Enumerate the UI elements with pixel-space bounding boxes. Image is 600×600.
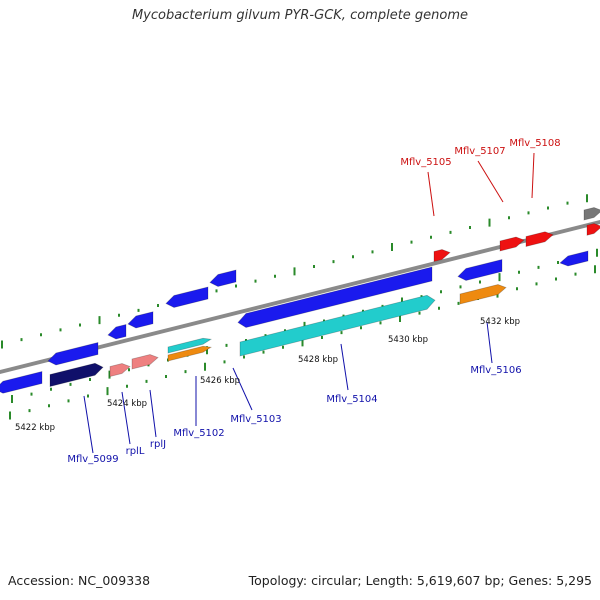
leader-line — [427, 171, 435, 217]
gene-label: Mflv_5104 — [326, 394, 377, 405]
gene-label: Mflv_5107 — [454, 146, 505, 157]
cyan-feature — [167, 337, 213, 354]
cds-arrow — [107, 323, 127, 340]
rna-feature — [109, 363, 131, 378]
scale-label: 5426 kbp — [200, 376, 240, 386]
gene-label: Mflv_5102 — [173, 428, 224, 439]
leader-line — [340, 343, 349, 391]
scale-labels: 5422 kbp 5424 kbp 5426 kbp 5428 kbp 5430 kbp… — [15, 317, 520, 433]
accession-text: Accession: NC_009338 — [8, 573, 151, 588]
gray-feature — [583, 207, 600, 221]
red-feature — [499, 236, 525, 252]
cds-dark-arrow — [49, 362, 104, 388]
leader-line — [486, 321, 493, 364]
gene-label: Mflv_5105 — [400, 157, 451, 168]
red-feature — [525, 231, 554, 248]
scale-label: 5424 kbp — [107, 399, 147, 409]
leader-line — [149, 389, 157, 438]
gene-label: Mflv_5103 — [230, 414, 281, 425]
cyan-feature-long — [239, 294, 436, 357]
scale-label: 5430 kbp — [388, 335, 428, 345]
label-leader-lines — [83, 152, 535, 454]
leader-line — [477, 160, 504, 203]
genome-title: Mycobacterium gilvum PYR-GCK, complete g… — [131, 8, 469, 23]
orange-feature — [459, 284, 507, 305]
cds-arrow — [47, 341, 99, 366]
genome-stats-text: Topology: circular; Length: 5,619,607 bp… — [248, 573, 592, 588]
cds-arrow — [165, 286, 209, 308]
gene-label: rplL — [126, 446, 145, 457]
cds-arrow — [559, 250, 589, 267]
cds-arrow — [457, 258, 503, 281]
rna-feature — [131, 354, 159, 370]
red-feature — [433, 249, 451, 263]
leader-line — [531, 152, 535, 199]
cds-arrow — [0, 370, 43, 394]
scale-label: 5428 kbp — [298, 355, 338, 365]
gene-label: Mflv_5106 — [470, 365, 521, 376]
gene-label: Mflv_5099 — [67, 454, 118, 465]
orange-feature — [167, 345, 213, 362]
gene-features — [0, 207, 600, 394]
scale-label: 5422 kbp — [15, 423, 55, 433]
gene-label: rplJ — [150, 439, 166, 450]
cds-arrow — [127, 311, 154, 329]
cds-arrow-long — [237, 266, 433, 328]
gene-label: Mflv_5108 — [509, 138, 560, 149]
leader-line — [83, 395, 94, 454]
gene-labels: Mflv_5099 rplL rplJ Mflv_5102 Mflv_5103 Mflv_… — [67, 138, 560, 465]
cds-arrow — [209, 269, 237, 287]
leader-line — [121, 391, 131, 445]
red-feature — [586, 223, 600, 236]
scale-label: 5432 kbp — [480, 317, 520, 327]
leader-line — [232, 367, 253, 411]
